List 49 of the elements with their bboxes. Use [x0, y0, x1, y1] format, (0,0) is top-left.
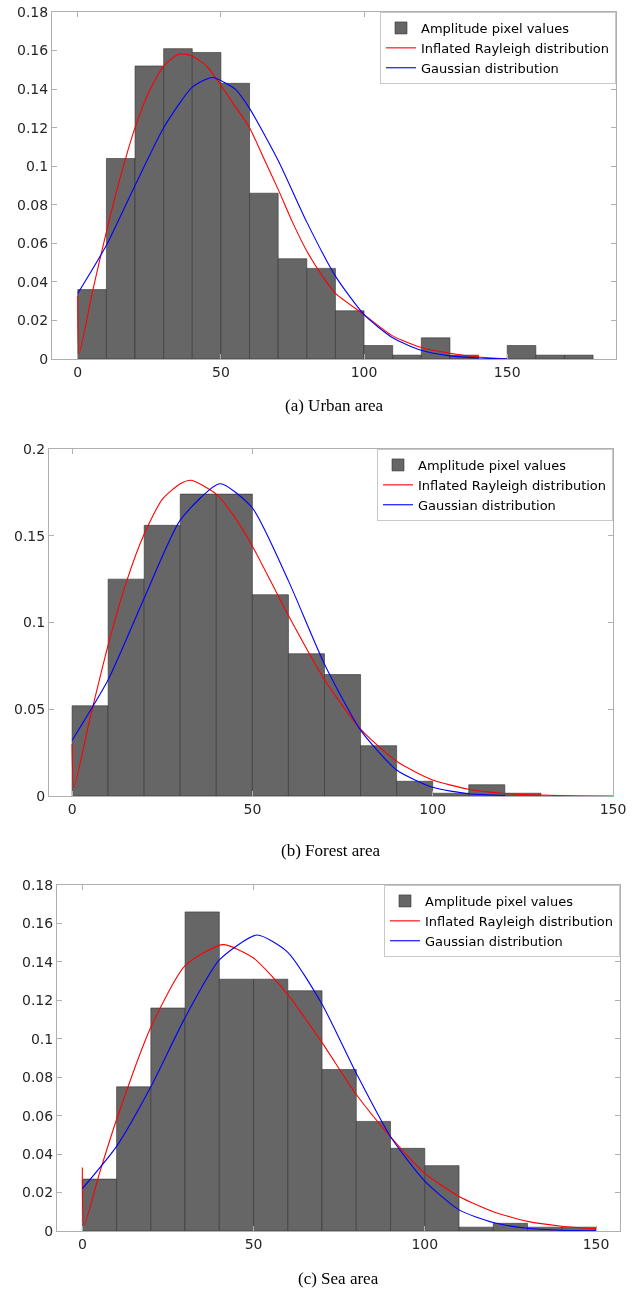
x-tick-label: 0 [67, 800, 77, 817]
y-tick-label: 0.04 [22, 1146, 54, 1163]
y-tick-label: 0.12 [22, 992, 54, 1009]
x-tick-label: 0 [77, 1235, 87, 1252]
x-tick-label: 100 [419, 800, 447, 817]
legend-label: Inflated Rayleigh distribution [425, 913, 614, 929]
text: (a) Urban area [285, 396, 384, 415]
y-tick-label: 0.1 [30, 1030, 54, 1047]
legend-label: Gaussian distribution [421, 60, 559, 76]
legend-label: Gaussian distribution [425, 933, 563, 949]
y-tick-label: 0.02 [22, 1184, 54, 1201]
legend-label: Amplitude pixel values [418, 458, 567, 474]
x-tick-label: 150 [582, 1235, 610, 1252]
y-tick-label: 0 [36, 787, 46, 804]
y-tick-label: 0.15 [14, 527, 46, 544]
y-tick-label: 0.18 [17, 3, 49, 20]
legend-label: Inflated Rayleigh distribution [418, 477, 607, 493]
x-tick-label: 150 [599, 800, 627, 817]
y-tick-label: 0 [44, 1222, 54, 1239]
y-tick-label: 0.06 [22, 1107, 54, 1124]
y-tick-label: 0.12 [17, 119, 49, 136]
y-tick-label: 0 [39, 350, 49, 367]
y-tick-label: 0.08 [17, 196, 49, 213]
legend-label: Gaussian distribution [418, 497, 556, 513]
y-tick-label: 0.1 [25, 158, 49, 175]
y-tick-label: 0.14 [22, 953, 54, 970]
x-tick-label: 100 [350, 363, 378, 380]
text: (c) Sea area [298, 1269, 379, 1288]
legend-label: Amplitude pixel values [425, 894, 574, 910]
y-tick-label: 0.2 [22, 440, 46, 457]
legend-label: Amplitude pixel values [421, 21, 570, 37]
y-tick-label: 0.08 [22, 1069, 54, 1086]
y-tick-label: 0.18 [22, 876, 54, 893]
y-tick-label: 0.16 [22, 915, 54, 932]
y-tick-label: 0.02 [17, 312, 49, 329]
legend-label: Inflated Rayleigh distribution [421, 40, 610, 56]
x-tick-label: 50 [244, 1235, 263, 1252]
x-tick-label: 150 [493, 363, 521, 380]
y-tick-label: 0.04 [17, 273, 49, 290]
x-tick-label: 0 [73, 363, 83, 380]
y-tick-label: 0.06 [17, 235, 49, 252]
x-tick-label: 50 [243, 800, 262, 817]
y-tick-label: 0.16 [17, 42, 49, 59]
y-tick-label: 0.05 [14, 701, 46, 718]
x-tick-label: 100 [411, 1235, 439, 1252]
x-tick-label: 50 [212, 363, 230, 380]
y-tick-label: 0.1 [22, 614, 46, 631]
text: (b) Forest area [281, 841, 381, 860]
y-tick-label: 0.14 [17, 81, 49, 98]
